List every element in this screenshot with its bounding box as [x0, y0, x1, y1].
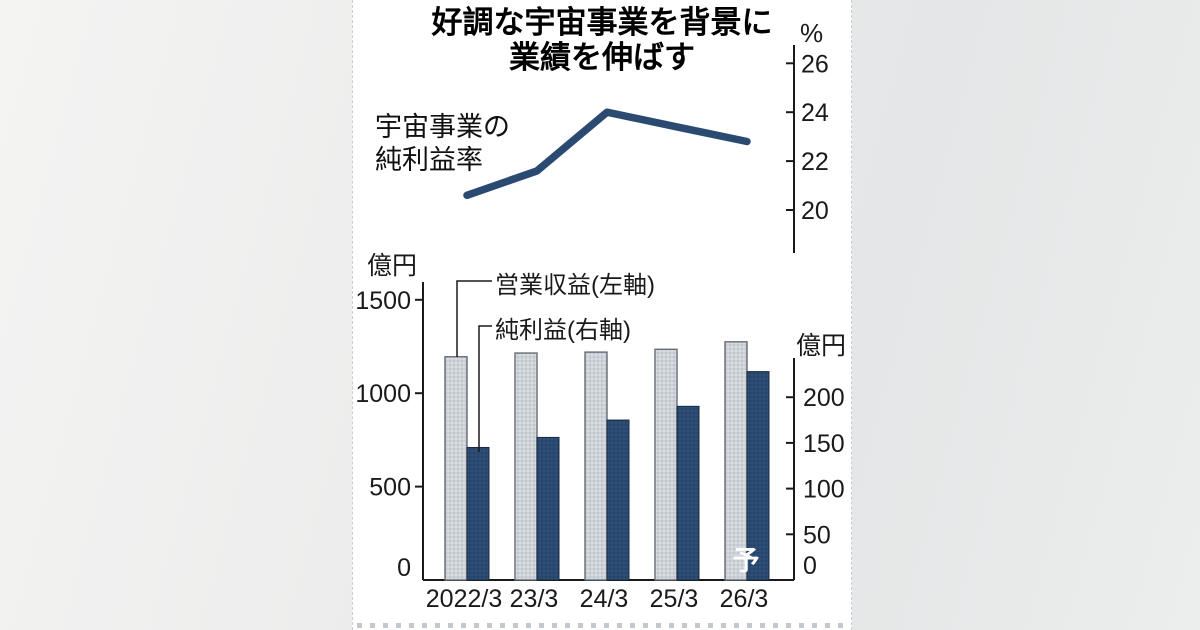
line-chart-unit-label: %	[800, 18, 823, 48]
x-axis-year-label: 23/3	[510, 585, 559, 613]
x-axis-year-label: 26/3	[720, 585, 769, 613]
left-axis-unit-label: 億円	[367, 252, 417, 280]
line-series-label: 宇宙事業の 純利益率	[375, 111, 510, 177]
bottom-dotted-divider	[357, 623, 847, 628]
right-axis-tick-label: 200	[803, 384, 845, 412]
legend-label-net-profit: 純利益(右軸)	[495, 317, 631, 344]
legend-connector-net-profit	[478, 325, 492, 452]
revenue-bar	[654, 348, 678, 581]
right-axis-tick-label: 0	[803, 552, 817, 580]
right-axis-tick-label: 50	[803, 521, 831, 549]
left-axis-tick-label: 1500	[355, 287, 411, 315]
right-axis-tick-label: 150	[803, 430, 845, 458]
chart-title-line2: 業績を伸ばす	[509, 40, 695, 75]
legend-label-revenue: 営業収益(左軸)	[495, 272, 655, 299]
line-series-label-line1: 宇宙事業の	[375, 112, 510, 142]
line-series-label-line2: 純利益率	[375, 145, 483, 175]
left-axis-tick-label: 500	[369, 474, 411, 502]
right-axis-tick-label: 100	[803, 476, 845, 504]
net-profit-bar	[536, 436, 560, 581]
revenue-bar	[584, 351, 608, 581]
x-axis-year-label: 2022/3	[426, 585, 502, 613]
line-axis-tick-label: 26	[801, 50, 829, 78]
x-axis-year-label: 25/3	[650, 585, 699, 613]
net-profit-bar	[676, 405, 700, 581]
line-axis-tick-label: 22	[801, 148, 829, 176]
right-axis-unit-label: 億円	[796, 332, 846, 360]
chart-title: 好調な宇宙事業を背景に 業績を伸ばす	[353, 5, 851, 75]
forecast-badge: 予	[733, 546, 760, 576]
revenue-bar	[444, 356, 468, 581]
revenue-bar	[724, 341, 748, 581]
x-axis-year-label: 24/3	[580, 585, 629, 613]
chart-card: 好調な宇宙事業を背景に 業績を伸ばす 宇宙事業の 純利益率 % 20 22 24 26 億	[352, 0, 852, 630]
legend-connector-revenue	[456, 280, 492, 357]
net-profit-bar	[746, 371, 770, 581]
line-chart: % 20 22 24 26	[463, 18, 829, 253]
profit-margin-line	[463, 108, 751, 200]
left-axis-tick-label: 1000	[355, 380, 411, 408]
chart-title-line1: 好調な宇宙事業を背景に	[431, 5, 773, 40]
net-profit-bar	[466, 446, 490, 581]
net-profit-bar	[606, 419, 630, 581]
charts-canvas: %20222426億円億円050010001500050100150200202…	[355, 18, 846, 613]
line-axis-tick-label: 20	[801, 197, 829, 225]
left-axis-tick-label: 0	[397, 554, 411, 582]
revenue-bar	[514, 352, 538, 581]
line-axis-tick-label: 24	[801, 99, 829, 127]
